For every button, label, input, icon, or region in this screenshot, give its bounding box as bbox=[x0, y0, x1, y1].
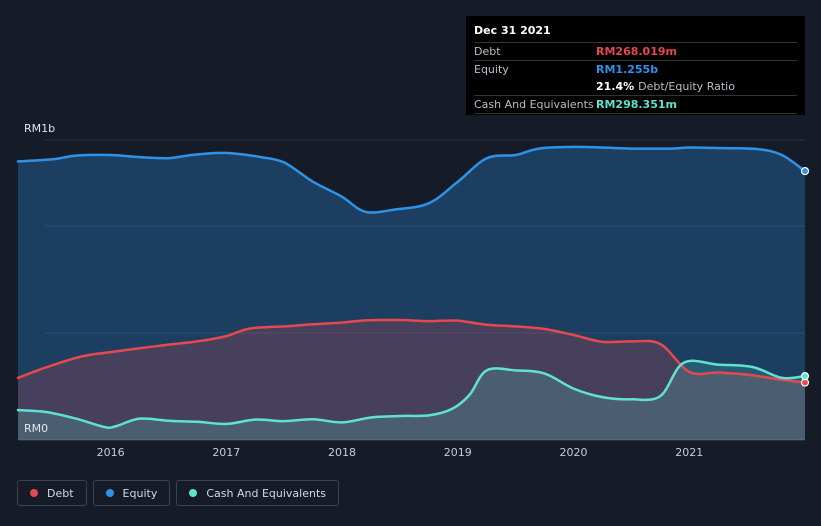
legend-equity-label: Equity bbox=[122, 486, 158, 500]
x-tick-label: 2018 bbox=[328, 446, 356, 459]
chart-areas bbox=[18, 146, 805, 440]
tooltip-cash-label: Cash And Equivalents bbox=[474, 98, 594, 111]
tooltip-cash-value: RM298.351m bbox=[596, 98, 677, 111]
tooltip-cash-row: Cash And Equivalents RM298.351m bbox=[474, 96, 797, 114]
y-tick-label: RM1b bbox=[24, 122, 55, 135]
equity-area bbox=[18, 146, 805, 440]
legend-item-cash[interactable]: Cash And Equivalents bbox=[176, 480, 339, 506]
tooltip-ratio-value: 21.4% bbox=[596, 80, 635, 93]
equity-end-marker bbox=[800, 166, 810, 176]
tooltip-equity-label: Equity bbox=[474, 63, 509, 76]
debt-area bbox=[18, 319, 805, 440]
series-end-markers bbox=[800, 166, 810, 387]
cash-area bbox=[18, 360, 805, 440]
debt-dot-icon bbox=[30, 489, 38, 497]
cash-line bbox=[16, 359, 807, 429]
tooltip-ratio-label: Debt/Equity Ratio bbox=[638, 80, 735, 93]
tooltip-ratio-row: 21.4% Debt/Equity Ratio bbox=[474, 78, 797, 96]
x-tick-label: 2017 bbox=[212, 446, 240, 459]
tooltip-equity-row: Equity RM1.255b bbox=[474, 61, 797, 78]
legend-item-equity[interactable]: Equity bbox=[92, 480, 171, 506]
legend-item-debt[interactable]: Debt bbox=[17, 480, 87, 506]
chart-legend: Debt Equity Cash And Equivalents bbox=[17, 480, 339, 506]
cash-end-marker bbox=[800, 372, 810, 381]
tooltip-debt-value: RM268.019m bbox=[596, 45, 677, 58]
x-tick-label: 2021 bbox=[675, 446, 703, 459]
y-tick-label: RM0 bbox=[24, 422, 48, 435]
tooltip-debt-row: Debt RM268.019m bbox=[474, 43, 797, 61]
x-tick-label: 2016 bbox=[97, 446, 125, 459]
equity-dot-icon bbox=[105, 489, 114, 497]
equity-line bbox=[16, 145, 807, 214]
x-axis-ticks: 2016 2017 2018 2019 2020 2021 bbox=[97, 446, 704, 459]
chart-grid bbox=[18, 139, 805, 441]
tooltip-debt-label: Debt bbox=[474, 45, 501, 58]
data-tooltip: Dec 31 2021 Debt RM268.019m Equity RM1.2… bbox=[466, 16, 805, 115]
tooltip-date: Dec 31 2021 bbox=[474, 24, 797, 43]
x-tick-label: 2019 bbox=[444, 446, 472, 459]
cash-dot-icon bbox=[189, 489, 198, 497]
tooltip-equity-value: RM1.255b bbox=[596, 63, 659, 76]
legend-cash-label: Cash And Equivalents bbox=[206, 486, 326, 500]
x-tick-label: 2020 bbox=[560, 446, 588, 459]
legend-debt-label: Debt bbox=[47, 486, 74, 500]
y-axis-ticks: RM0 RM1b bbox=[24, 122, 55, 435]
debt-line bbox=[16, 318, 807, 384]
chart-lines bbox=[16, 145, 807, 429]
